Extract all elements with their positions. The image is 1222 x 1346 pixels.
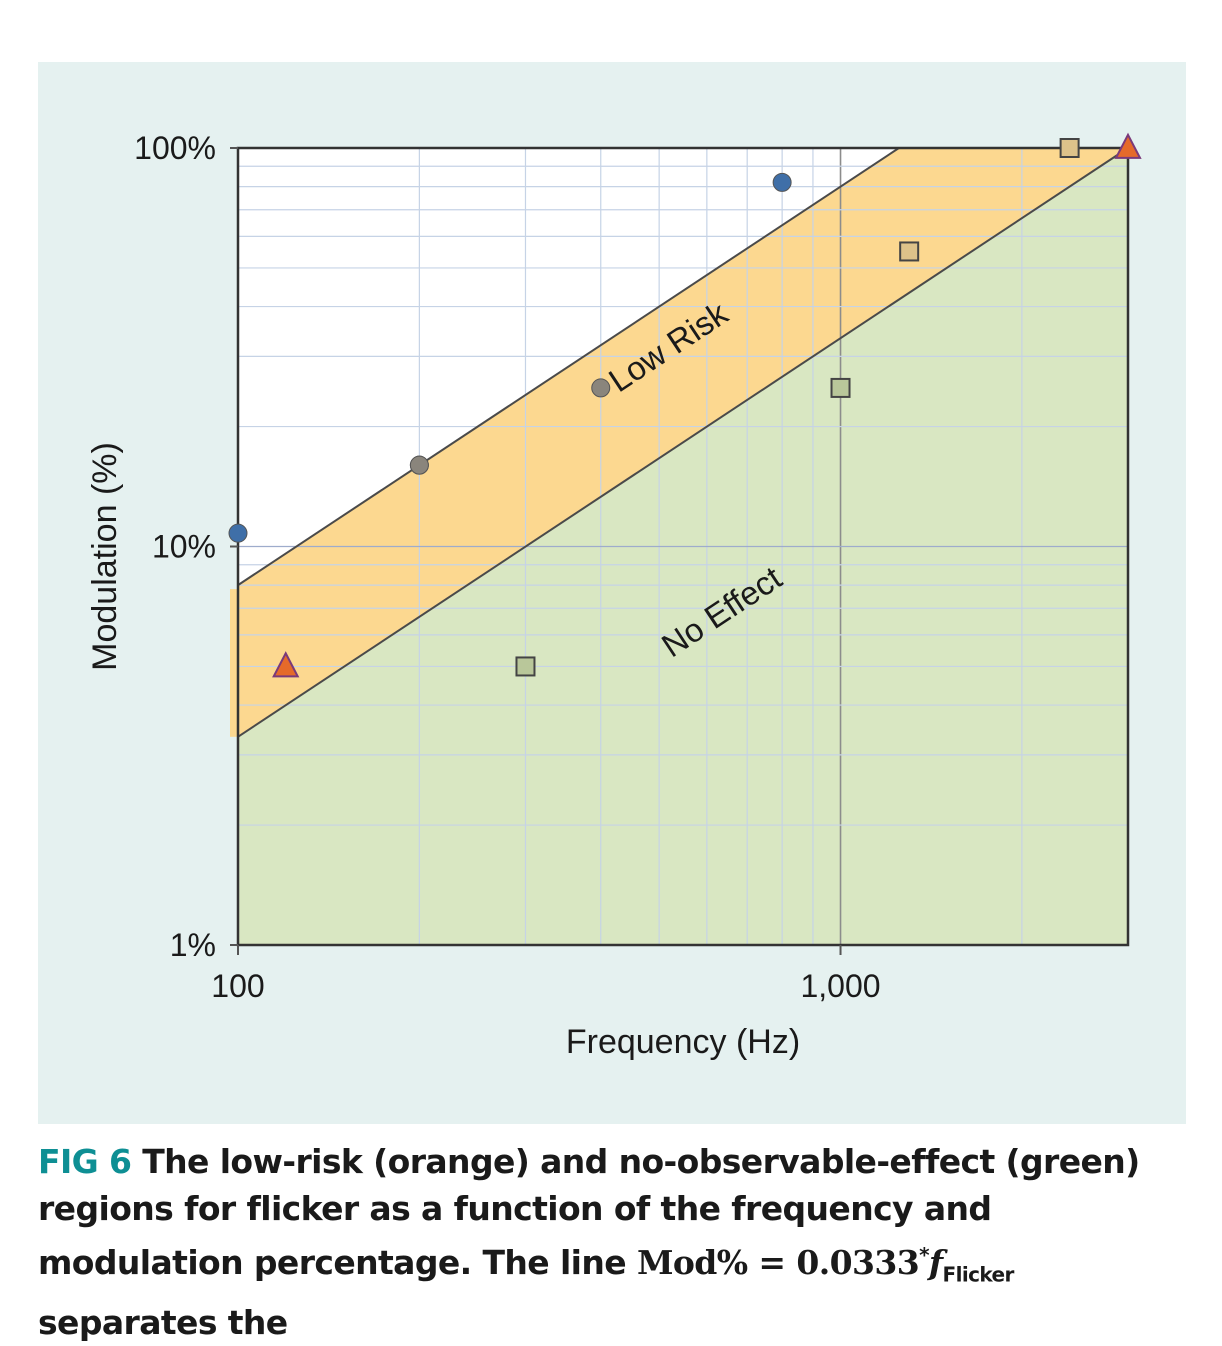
no-effect-boundary-line bbox=[237, 147, 1129, 738]
caption-math-variable: f bbox=[928, 1243, 943, 1282]
caption-text: The low-risk (orange) and no-observable-… bbox=[38, 1142, 1140, 1282]
low-risk-region-edge bbox=[230, 589, 238, 737]
caption-math-constant: 0.0333 bbox=[796, 1243, 920, 1282]
low-risk-boundary-line bbox=[237, 147, 900, 586]
y-tick-label: 100% bbox=[134, 130, 216, 166]
caption-math-lhs: Mod% bbox=[636, 1243, 748, 1282]
data-point-square bbox=[830, 377, 851, 398]
caption-math-asterisk: * bbox=[919, 1243, 929, 1267]
data-point-triangle bbox=[1114, 132, 1142, 159]
data-point-square bbox=[515, 656, 536, 677]
data-point-circle bbox=[228, 523, 248, 543]
data-point-circle bbox=[409, 455, 429, 475]
figure-caption: FIG 6 The low-risk (orange) and no-obser… bbox=[38, 1138, 1198, 1346]
data-point-square bbox=[1059, 138, 1080, 158]
x-tick-label: 1,000 bbox=[800, 968, 880, 1004]
caption-math-subscript: Flicker bbox=[942, 1262, 1015, 1287]
y-tick-label: 1% bbox=[170, 927, 216, 963]
flicker-risk-chart: 1% 10% 100% 100 1,000 Frequency (Hz) Modulati… bbox=[86, 130, 1142, 1061]
data-point-circle bbox=[591, 378, 611, 398]
x-tick-label: 100 bbox=[211, 968, 264, 1004]
caption-text-end: separates the bbox=[38, 1302, 288, 1342]
y-axis-title: Modulation (%) bbox=[86, 442, 124, 671]
caption-math-equals: = bbox=[747, 1243, 797, 1282]
data-point-square bbox=[899, 241, 920, 262]
x-axis-title: Frequency (Hz) bbox=[566, 1023, 800, 1061]
data-point-triangle bbox=[272, 651, 300, 678]
data-point-circle bbox=[772, 172, 792, 192]
figure-panel: 1% 10% 100% 100 1,000 Frequency (Hz) Modulati… bbox=[38, 62, 1186, 1124]
figure-number: FIG 6 bbox=[38, 1142, 132, 1181]
y-tick-label: 10% bbox=[152, 529, 216, 565]
